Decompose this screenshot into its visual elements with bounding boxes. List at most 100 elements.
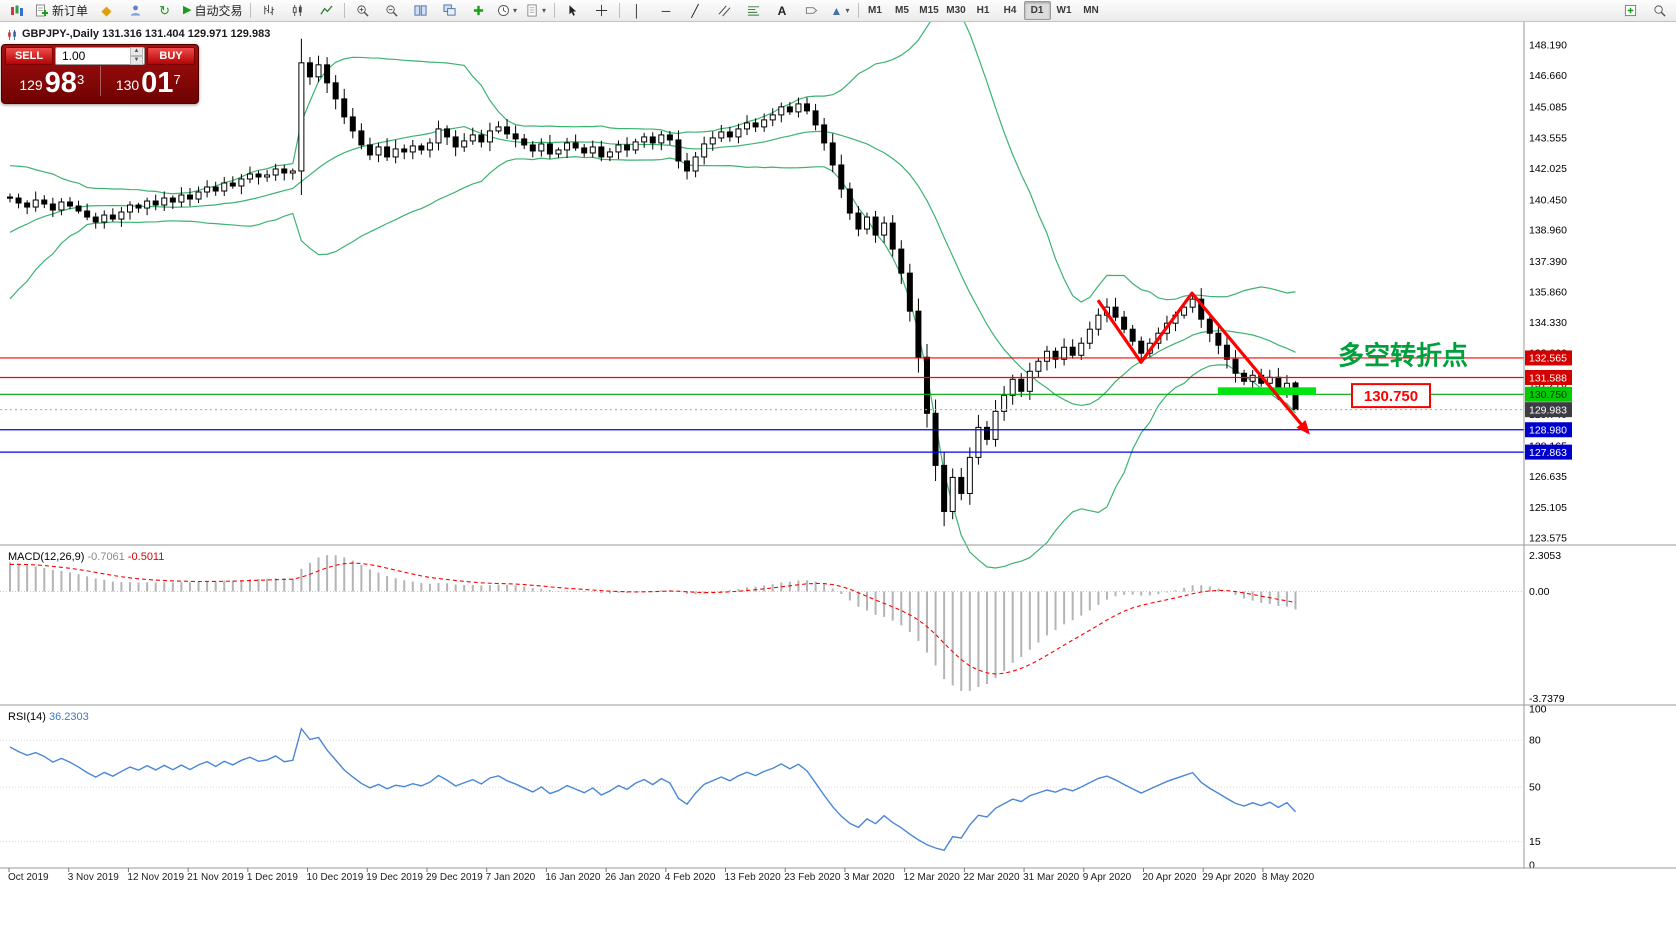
buy-price-sup: 7 — [173, 72, 181, 88]
periods-icon — [497, 4, 510, 17]
svg-text:多空转折点: 多空转折点 — [1338, 340, 1468, 370]
timeframe-h1[interactable]: H1 — [976, 5, 990, 16]
crosshair-button[interactable] — [587, 0, 616, 21]
symbol-ohlc-header: GBPJPY-,Daily 131.316 131.404 129.971 12… — [22, 28, 271, 40]
periods-button[interactable]: ▾ — [493, 0, 522, 21]
horizontal-line-button[interactable]: ─ — [652, 0, 681, 21]
cascade-windows-icon — [442, 4, 456, 17]
profiles-button[interactable] — [121, 0, 150, 21]
svg-text:Oct 2019: Oct 2019 — [8, 872, 49, 883]
svg-text:4 Feb 2020: 4 Feb 2020 — [665, 872, 716, 883]
text-icon: A — [777, 3, 787, 18]
sell-price-big: 98 — [44, 67, 77, 100]
svg-text:12 Nov 2019: 12 Nov 2019 — [127, 872, 184, 883]
price-chart-canvas[interactable]: 多空转折点 130.750 148.190 146.660 145.085 143.555… — [0, 22, 1676, 947]
zoom-out-button[interactable] — [377, 0, 406, 21]
bar-chart-button[interactable] — [254, 0, 283, 21]
vertical-line-icon: │ — [633, 3, 641, 18]
buy-price-small: 130 — [115, 77, 140, 93]
svg-text:20 Apr 2020: 20 Apr 2020 — [1142, 872, 1196, 883]
templates-button[interactable]: ▾ — [522, 0, 551, 21]
zoom-in-button[interactable] — [348, 0, 377, 21]
fibonacci-button[interactable] — [739, 0, 768, 21]
toolbar-separator — [618, 3, 620, 18]
label-button[interactable] — [797, 0, 826, 21]
autotrading-button[interactable]: ▶ 自动交易 — [179, 0, 246, 21]
timeframe-h4[interactable]: H4 — [1003, 5, 1017, 16]
timeframe-m1[interactable]: M1 — [868, 5, 882, 16]
vertical-line-button[interactable]: │ — [623, 0, 652, 21]
toolbar-separator — [857, 3, 859, 18]
new-chart-button[interactable] — [2, 0, 31, 21]
timeframe-d1[interactable]: D1 — [1023, 1, 1051, 20]
shapes-button[interactable]: ▲ ▾ — [826, 0, 855, 21]
svg-text:3 Nov 2019: 3 Nov 2019 — [68, 872, 120, 883]
svg-text:148.190: 148.190 — [1529, 40, 1567, 52]
new-window-button[interactable] — [1616, 0, 1645, 21]
svg-text:130.750: 130.750 — [1529, 389, 1567, 401]
crosshair-icon — [595, 4, 608, 17]
svg-text:127.863: 127.863 — [1529, 447, 1567, 459]
text-button[interactable]: A — [768, 0, 797, 21]
svg-text:126.635: 126.635 — [1529, 471, 1567, 483]
svg-text:23 Feb 2020: 23 Feb 2020 — [784, 872, 841, 883]
volume-spinner[interactable]: ▲ ▼ — [130, 47, 143, 65]
candlestick-chart-icon — [291, 4, 304, 17]
main-toolbar: 新订单 ◆ ↻ ▶ 自动交易 ▾ ▾ │ ─ ╱ A ▲ ▾ M1 M — [0, 0, 1676, 22]
timeframe-m30[interactable]: M30 — [946, 5, 966, 16]
indicators-button[interactable] — [464, 0, 493, 21]
svg-text:-3.7379: -3.7379 — [1529, 693, 1565, 705]
svg-text:50: 50 — [1529, 782, 1541, 794]
refresh-button[interactable]: ↻ — [150, 0, 179, 21]
metaeditor-button[interactable]: ◆ — [92, 0, 121, 21]
buy-price-button[interactable]: 130 01 7 — [105, 67, 193, 100]
svg-text:0.00: 0.00 — [1529, 586, 1550, 598]
buy-price-big: 01 — [141, 67, 174, 100]
candlestick-chart-button[interactable] — [283, 0, 312, 21]
search-button[interactable] — [1645, 0, 1674, 21]
svg-text:135.860: 135.860 — [1529, 286, 1567, 298]
cascade-windows-button[interactable] — [435, 0, 464, 21]
svg-text:29 Dec 2019: 29 Dec 2019 — [426, 872, 483, 883]
svg-text:123.575: 123.575 — [1529, 533, 1567, 545]
autotrading-play-icon: ▶ — [183, 4, 192, 16]
new-order-button[interactable]: 新订单 — [31, 0, 92, 21]
svg-text:145.085: 145.085 — [1529, 102, 1567, 114]
svg-text:21 Nov 2019: 21 Nov 2019 — [187, 872, 244, 883]
chevron-down-icon: ▾ — [845, 6, 850, 15]
line-chart-button[interactable] — [312, 0, 341, 21]
volume-field[interactable]: 1.00 ▲ ▼ — [55, 47, 145, 65]
sell-price-sup: 3 — [76, 72, 85, 88]
channel-button[interactable] — [710, 0, 739, 21]
sell-price-button[interactable]: 129 98 3 — [8, 67, 96, 100]
tile-windows-button[interactable] — [406, 0, 435, 21]
volume-value[interactable]: 1.00 — [62, 49, 86, 63]
svg-text:15: 15 — [1529, 836, 1541, 848]
refresh-icon: ↻ — [159, 3, 170, 18]
spin-up-icon[interactable]: ▲ — [130, 47, 143, 56]
sell-button[interactable]: SELL — [5, 47, 53, 65]
svg-text:134.330: 134.330 — [1529, 317, 1567, 329]
svg-text:7 Jan 2020: 7 Jan 2020 — [486, 872, 536, 883]
autotrading-label: 自动交易 — [194, 4, 243, 18]
svg-text:16 Jan 2020: 16 Jan 2020 — [545, 872, 600, 883]
svg-text:8 May 2020: 8 May 2020 — [1262, 872, 1315, 883]
chevron-down-icon: ▾ — [512, 6, 517, 15]
symbol-chart-icon — [6, 28, 18, 46]
svg-text:125.105: 125.105 — [1529, 502, 1567, 514]
trendline-button[interactable]: ╱ — [681, 0, 710, 21]
tile-windows-icon — [413, 4, 427, 17]
new-window-icon — [1624, 4, 1637, 17]
timeframe-w1[interactable]: W1 — [1056, 5, 1072, 16]
spin-down-icon[interactable]: ▼ — [130, 56, 143, 65]
svg-text:29 Apr 2020: 29 Apr 2020 — [1202, 872, 1256, 883]
new-order-label: 新订单 — [52, 4, 89, 18]
buy-button[interactable]: BUY — [147, 47, 195, 65]
svg-text:80: 80 — [1529, 735, 1541, 747]
timeframe-m15[interactable]: M15 — [919, 5, 939, 16]
timeframe-m5[interactable]: M5 — [895, 5, 909, 16]
svg-text:2.3053: 2.3053 — [1529, 550, 1561, 562]
cursor-button[interactable] — [558, 0, 587, 21]
timeframe-mn[interactable]: MN — [1083, 5, 1099, 16]
